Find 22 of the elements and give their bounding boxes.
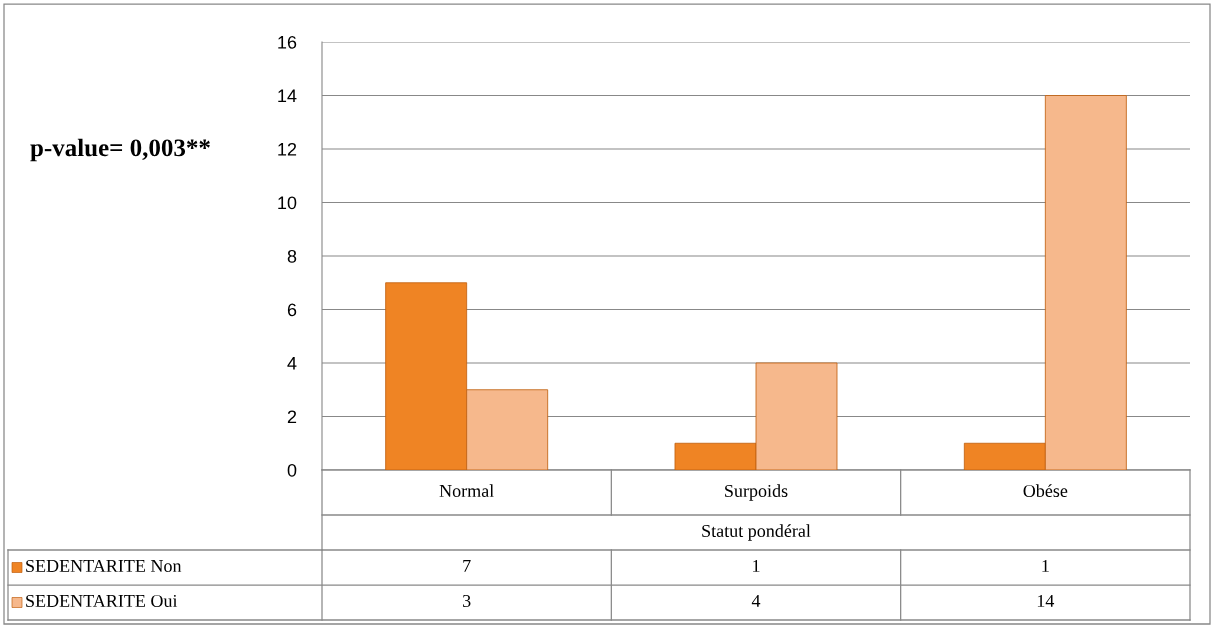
y-tick-label: 8 bbox=[287, 249, 297, 263]
y-tick-label: 6 bbox=[287, 303, 297, 317]
data-label: 3 bbox=[463, 594, 471, 608]
text: p-value= 0,003** bbox=[30, 138, 210, 162]
x-tick-label: Surpoids bbox=[725, 484, 788, 501]
legend-label: SEDENTARITE Non bbox=[26, 559, 182, 573]
x-tick-label: Normal bbox=[439, 484, 494, 498]
y-tick-label: 10 bbox=[278, 196, 297, 210]
x-axis-title: Statut pondéral bbox=[702, 524, 811, 541]
y-tick-label: 0 bbox=[287, 463, 297, 477]
data-label: 7 bbox=[463, 560, 471, 572]
y-tick-label: 4 bbox=[287, 357, 297, 370]
data-label: 1 bbox=[1042, 559, 1049, 572]
y-tick-label: 2 bbox=[287, 410, 297, 424]
legend-label: SEDENTARITE Oui bbox=[26, 594, 178, 608]
data-label: 1 bbox=[753, 559, 760, 572]
data-label: 14 bbox=[1037, 594, 1055, 607]
x-tick-label: Obése bbox=[1023, 484, 1068, 498]
y-tick-label: 14 bbox=[278, 89, 297, 103]
data-label: 4 bbox=[751, 594, 761, 607]
y-tick-label: 16 bbox=[278, 35, 297, 49]
y-tick-label: 12 bbox=[278, 142, 297, 156]
